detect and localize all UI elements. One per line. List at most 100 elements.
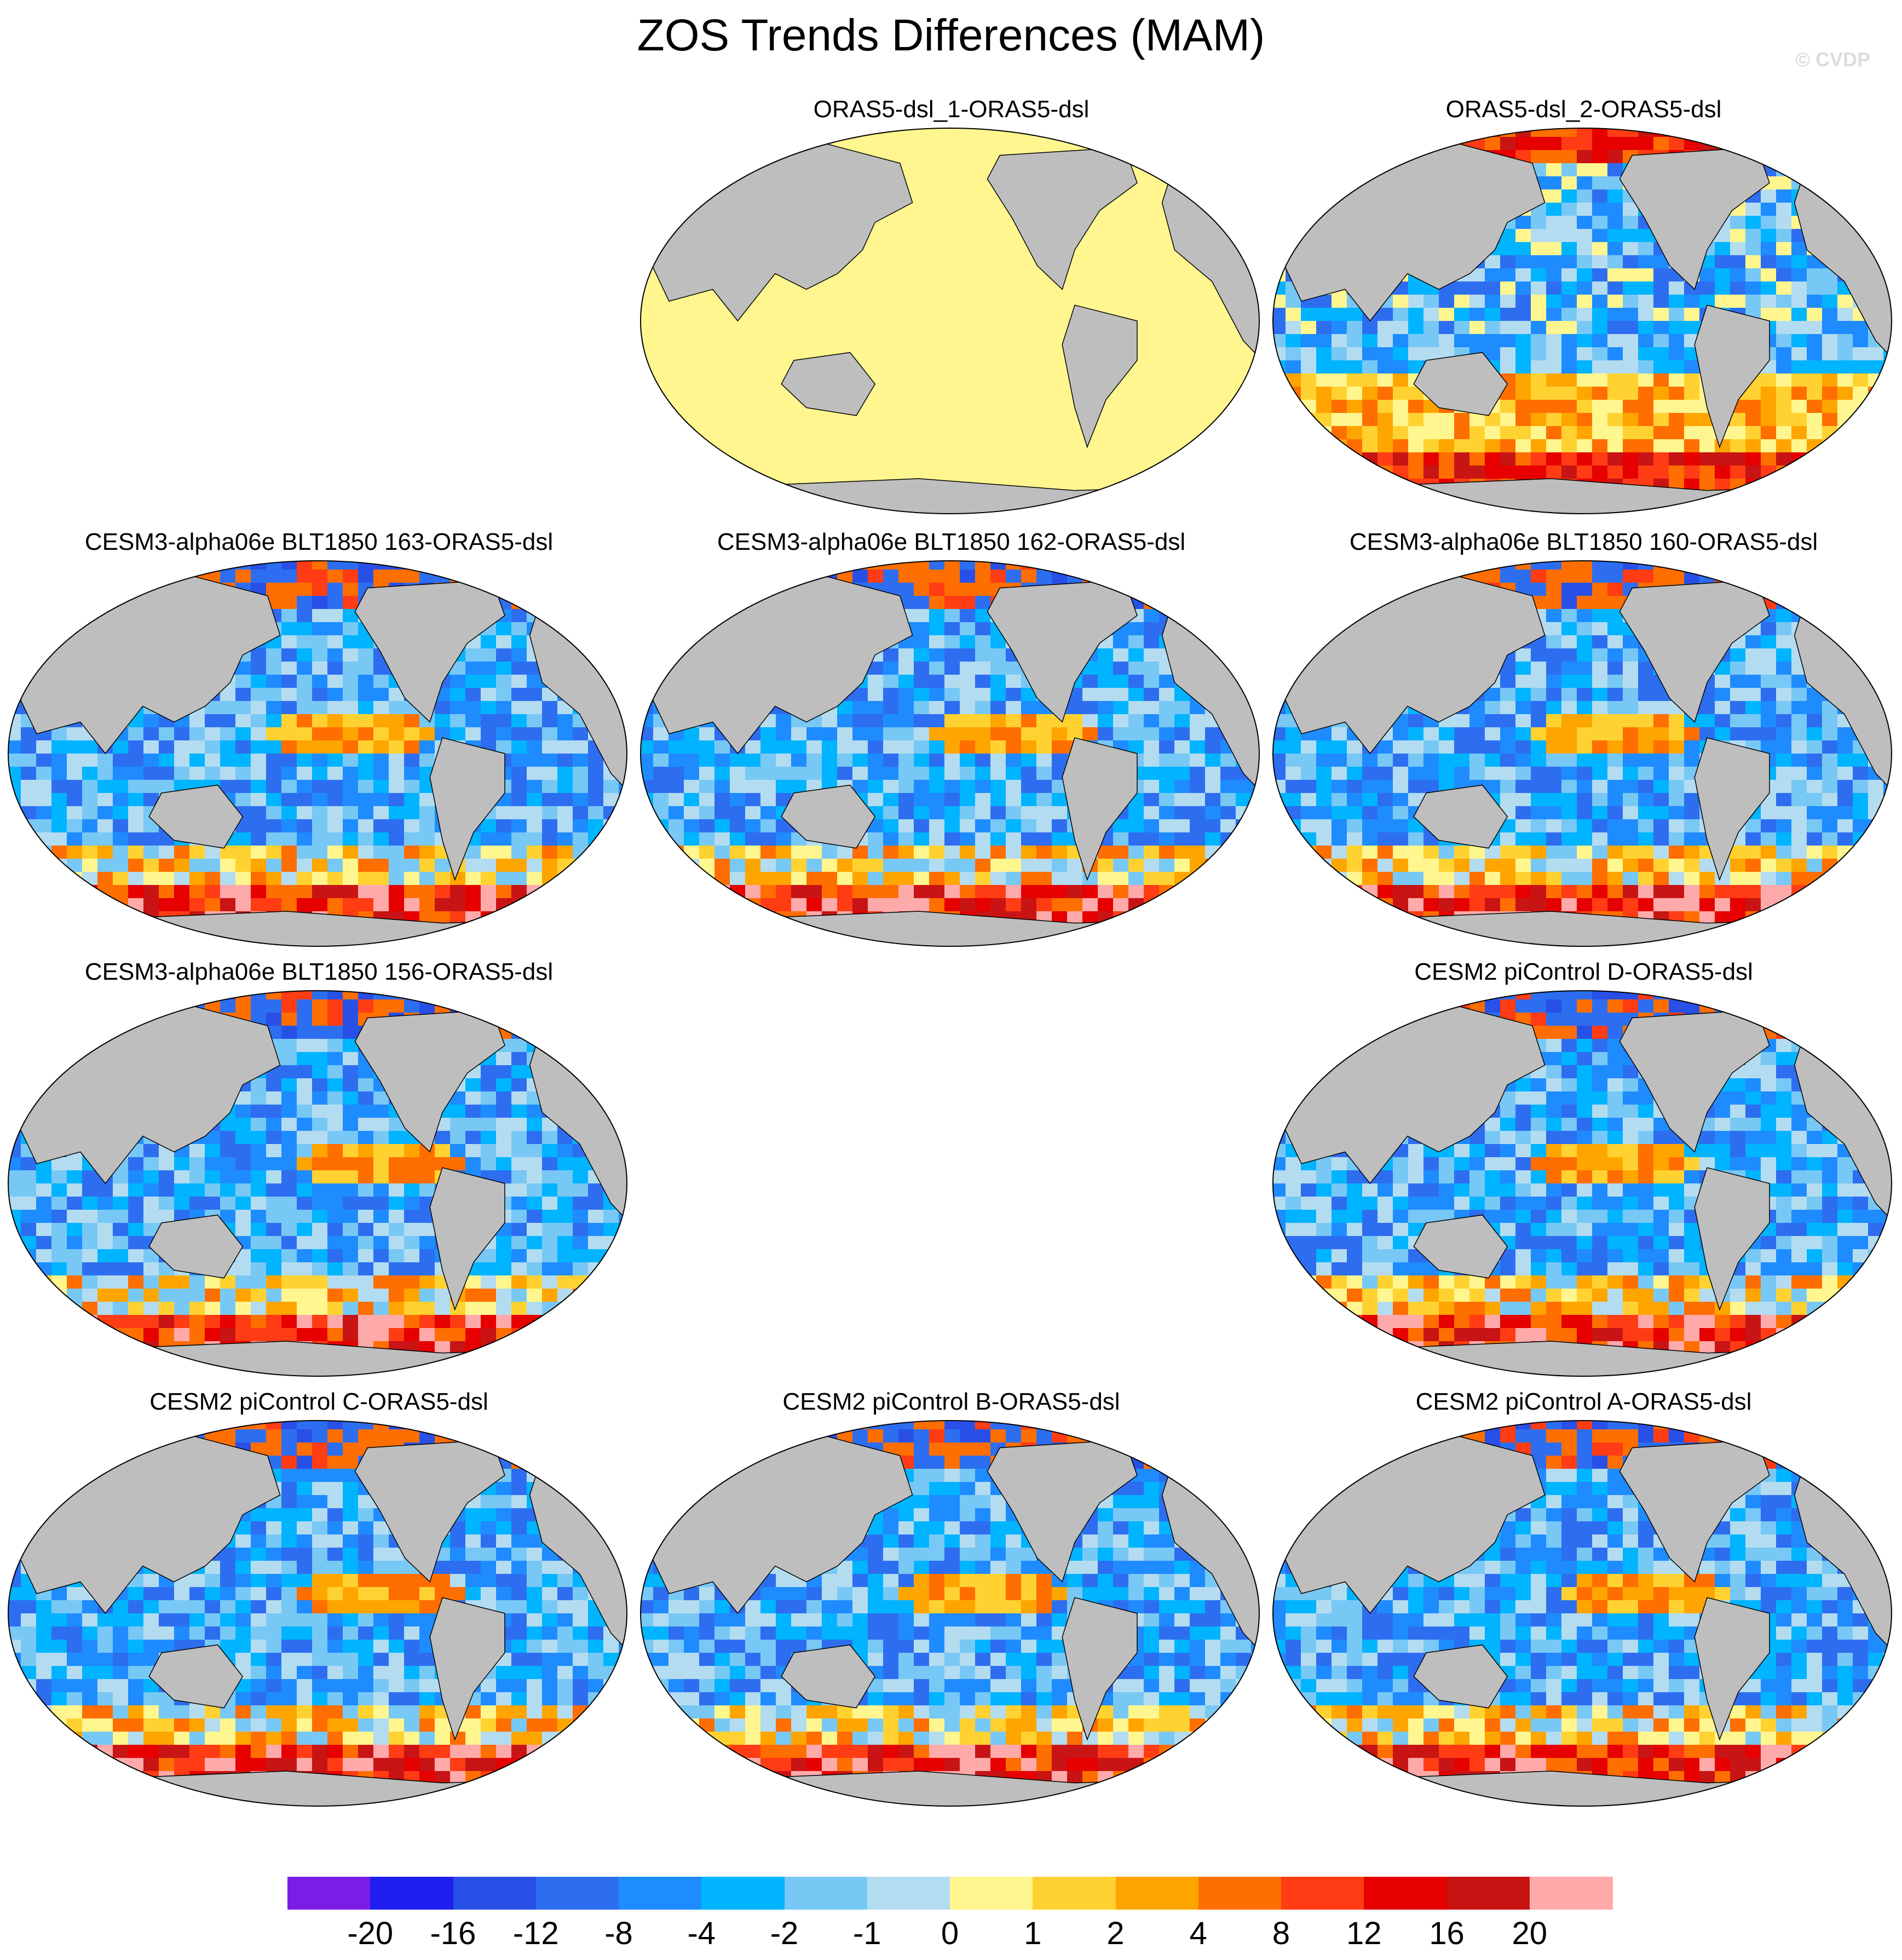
ocean-cell: [760, 806, 776, 820]
ocean-cell: [1021, 832, 1037, 846]
ocean-cell: [251, 675, 267, 688]
ocean-cell: [1082, 675, 1098, 688]
ocean-cell: [1715, 938, 1731, 946]
ocean-cell: [36, 991, 52, 1000]
ocean-cell: [1006, 754, 1022, 767]
ocean-cell: [113, 793, 129, 807]
ocean-cell: [1883, 426, 1892, 440]
ocean-cell: [619, 596, 627, 610]
ocean-cell: [1301, 137, 1317, 151]
ocean-cell: [327, 780, 343, 794]
ocean-cell: [542, 806, 558, 820]
ocean-cell: [1159, 596, 1175, 610]
ocean-cell: [511, 714, 527, 728]
ocean-cell: [220, 754, 236, 767]
ocean-cell: [960, 872, 976, 886]
ocean-cell: [97, 596, 113, 610]
ocean-cell: [1791, 767, 1807, 780]
ocean-cell: [128, 885, 144, 899]
ocean-cell: [1577, 321, 1593, 335]
ocean-cell: [220, 727, 236, 741]
ocean-cell: [297, 780, 313, 794]
ocean-cell: [1837, 150, 1853, 164]
ocean-cell: [1332, 426, 1347, 440]
ocean-cell: [404, 780, 420, 794]
ocean-cell: [51, 885, 67, 899]
ocean-cell: [1301, 635, 1317, 649]
ocean-cell: [603, 832, 619, 846]
ocean-cell: [1500, 688, 1516, 702]
ocean-cell: [641, 635, 654, 649]
ocean-cell: [1653, 426, 1669, 440]
ocean-cell: [1807, 492, 1823, 505]
ocean-cell: [684, 924, 700, 938]
ocean-cell: [898, 648, 914, 662]
ocean-cell: [776, 832, 792, 846]
ocean-cell: [1301, 754, 1317, 767]
ocean-cell: [1273, 492, 1286, 505]
ocean-cell: [1761, 128, 1777, 137]
ocean-cell: [113, 806, 129, 820]
ocean-cell: [898, 806, 914, 820]
ocean-cell: [297, 570, 313, 583]
ocean-cell: [21, 898, 37, 912]
ocean-cell: [1052, 561, 1068, 570]
ocean-cell: [1174, 767, 1190, 780]
ocean-cell: [1791, 872, 1807, 886]
ocean-cell: [97, 832, 113, 846]
ocean-cell: [1362, 400, 1378, 413]
ocean-cell: [668, 635, 684, 649]
ocean-cell: [312, 648, 328, 662]
ocean-cell: [1776, 859, 1792, 872]
ocean-cell: [343, 832, 359, 846]
ocean-cell: [251, 872, 267, 886]
ocean-cell: [1730, 924, 1746, 938]
ocean-cell: [868, 570, 884, 583]
ocean-cell: [990, 740, 1006, 754]
ocean-cell: [1082, 938, 1098, 946]
ocean-cell: [1362, 872, 1378, 886]
ocean-cell: [1531, 426, 1547, 440]
ocean-cell: [1776, 832, 1792, 846]
ocean-cell: [1021, 819, 1037, 833]
ocean-cell: [1251, 793, 1259, 807]
ocean-cell: [8, 570, 21, 583]
ocean-cell: [1347, 819, 1363, 833]
north-america-land: [987, 147, 1138, 290]
ocean-cell: [496, 832, 512, 846]
ocean-cell: [1853, 426, 1869, 440]
ocean-cell: [511, 648, 527, 662]
ocean-cell: [358, 898, 374, 912]
ocean-cell: [944, 675, 960, 688]
ocean-cell: [251, 648, 267, 662]
ocean-cell: [113, 924, 129, 938]
ocean-cell: [990, 872, 1006, 886]
ocean-cell: [235, 570, 251, 583]
ocean-cell: [1347, 924, 1363, 938]
ocean-cell: [1883, 872, 1892, 886]
ocean-cell: [1669, 754, 1685, 767]
ocean-cell: [929, 570, 945, 583]
ocean-cell: [1791, 740, 1807, 754]
ocean-cell: [1423, 898, 1439, 912]
ocean-cell: [1638, 281, 1654, 295]
ocean-cell: [1052, 806, 1068, 820]
ocean-cell: [1362, 570, 1378, 583]
ocean-cell: [1439, 413, 1455, 427]
ocean-cell: [1822, 898, 1838, 912]
ocean-cell: [588, 872, 604, 886]
ocean-cell: [97, 846, 113, 859]
ocean-cell: [573, 911, 589, 925]
ocean-cell: [1515, 740, 1531, 754]
ocean-cell: [1699, 439, 1715, 453]
ocean-cell: [1822, 137, 1838, 151]
ocean-cell: [868, 714, 884, 728]
ocean-cell: [1332, 898, 1347, 912]
ocean-cell: [1853, 465, 1869, 479]
ocean-cell: [1144, 561, 1160, 570]
ocean-cell: [1144, 924, 1160, 938]
ocean-cell: [1638, 740, 1654, 754]
ocean-cell: [1082, 561, 1098, 570]
ocean-cell: [619, 570, 627, 583]
ocean-cell: [1653, 806, 1669, 820]
